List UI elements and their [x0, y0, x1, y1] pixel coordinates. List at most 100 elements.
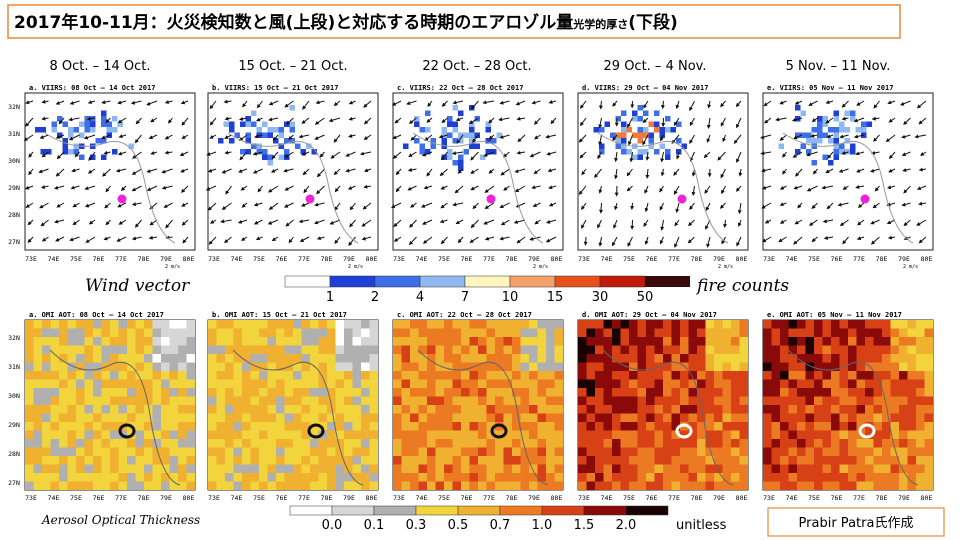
aot-cell [890, 473, 899, 482]
aot-cell [369, 413, 378, 422]
lon-label: 79E [343, 494, 355, 502]
fire-cell [800, 110, 806, 116]
aot-cell [839, 413, 848, 422]
aot-cell [512, 337, 521, 346]
aot-cell [435, 396, 444, 405]
lon-label: 80E [366, 494, 378, 502]
fire-cell [637, 132, 643, 138]
aot-cell [586, 439, 595, 448]
aot-cell [780, 405, 789, 414]
aot-cell [620, 362, 629, 371]
wind-arrow [853, 134, 865, 139]
aot-cell [110, 337, 119, 346]
fire-cell [469, 138, 475, 144]
wind-arrow [488, 134, 495, 140]
aot-cell [178, 320, 187, 329]
wind-arrow [314, 202, 325, 207]
aot-cell [620, 396, 629, 405]
aot-cell [144, 447, 153, 456]
wind-arrow [887, 235, 896, 240]
aot-cell [495, 371, 504, 380]
lon-label: 76E [831, 494, 843, 502]
aot-cell [444, 337, 453, 346]
colorbar-label: 4 [416, 290, 424, 305]
aot-cell [629, 371, 638, 380]
aot-cell [771, 337, 780, 346]
aot-cell [310, 320, 319, 329]
aot-cell [369, 328, 378, 337]
wind-arrow [438, 134, 448, 139]
wind-arrow [689, 202, 695, 210]
aot-cell [435, 320, 444, 329]
aot-cell [612, 328, 621, 337]
aot-cell [93, 464, 102, 473]
lat-label: 27N [8, 479, 20, 487]
fire-cell [458, 110, 464, 116]
aot-cell [233, 481, 242, 490]
wind-arrow [502, 151, 510, 158]
panel-title: d. OMI AOT: 29 Oct – 04 Nov 2017 [582, 311, 717, 319]
wind-arrow [706, 236, 711, 248]
aot-cell [276, 430, 285, 439]
aot-cell [50, 464, 59, 473]
aot-cell [882, 413, 891, 422]
wind-unit: 2 m/s [718, 264, 733, 270]
aot-cell [763, 439, 772, 448]
wind-arrow [901, 202, 911, 207]
aot-cell [578, 354, 587, 363]
lon-label: 75E [808, 255, 820, 263]
aot-cell [788, 464, 797, 473]
aot-cell [25, 447, 34, 456]
map-bg [24, 92, 196, 251]
aot-cell [169, 464, 178, 473]
wind-arrow [271, 236, 279, 242]
aot-cell [242, 430, 251, 439]
aot-cell [763, 388, 772, 397]
aot-cell [444, 320, 453, 329]
wind-arrow [39, 202, 49, 209]
aot-cell [637, 447, 646, 456]
aot-cell [186, 422, 195, 431]
aot-cell [688, 379, 697, 388]
aot-cell [233, 379, 242, 388]
aot-cell [663, 422, 672, 431]
wind-arrow [914, 134, 927, 139]
fire-cell [441, 127, 447, 133]
aot-cell [369, 396, 378, 405]
aot-cell [612, 422, 621, 431]
aot-cell [169, 328, 178, 337]
wind-arrow [689, 100, 695, 112]
aot-cell [822, 447, 831, 456]
aot-cell [208, 345, 217, 354]
wind-arrow [735, 185, 742, 192]
aot-cell [603, 371, 612, 380]
aot-cell [435, 379, 444, 388]
wind-arrow [498, 117, 510, 122]
aot-cell [603, 328, 612, 337]
aot-cell [882, 464, 891, 473]
aot-cell [654, 422, 663, 431]
aot-cell [225, 337, 234, 346]
aot-cell [327, 362, 336, 371]
aot-cell [410, 362, 419, 371]
aot-cell [327, 473, 336, 482]
lon-label: 76E [646, 255, 658, 263]
wind-arrow [545, 236, 557, 243]
wind-unit: 2 m/s [533, 264, 548, 270]
aot-cell [722, 405, 731, 414]
aot-cell [452, 464, 461, 473]
wind-arrow [40, 185, 49, 189]
aot-cell [856, 447, 865, 456]
aot-cell [620, 413, 629, 422]
aot-cell [25, 473, 34, 482]
wind-arrow [301, 202, 310, 207]
aot-cell [152, 473, 161, 482]
aot-cell [739, 362, 748, 371]
aot-cell [427, 371, 436, 380]
aot-cell [924, 328, 933, 337]
fire-cell [101, 110, 107, 116]
aot-cell [865, 396, 874, 405]
wind-arrow [363, 168, 372, 173]
aot-cell [831, 362, 840, 371]
wind-arrow [408, 151, 417, 158]
